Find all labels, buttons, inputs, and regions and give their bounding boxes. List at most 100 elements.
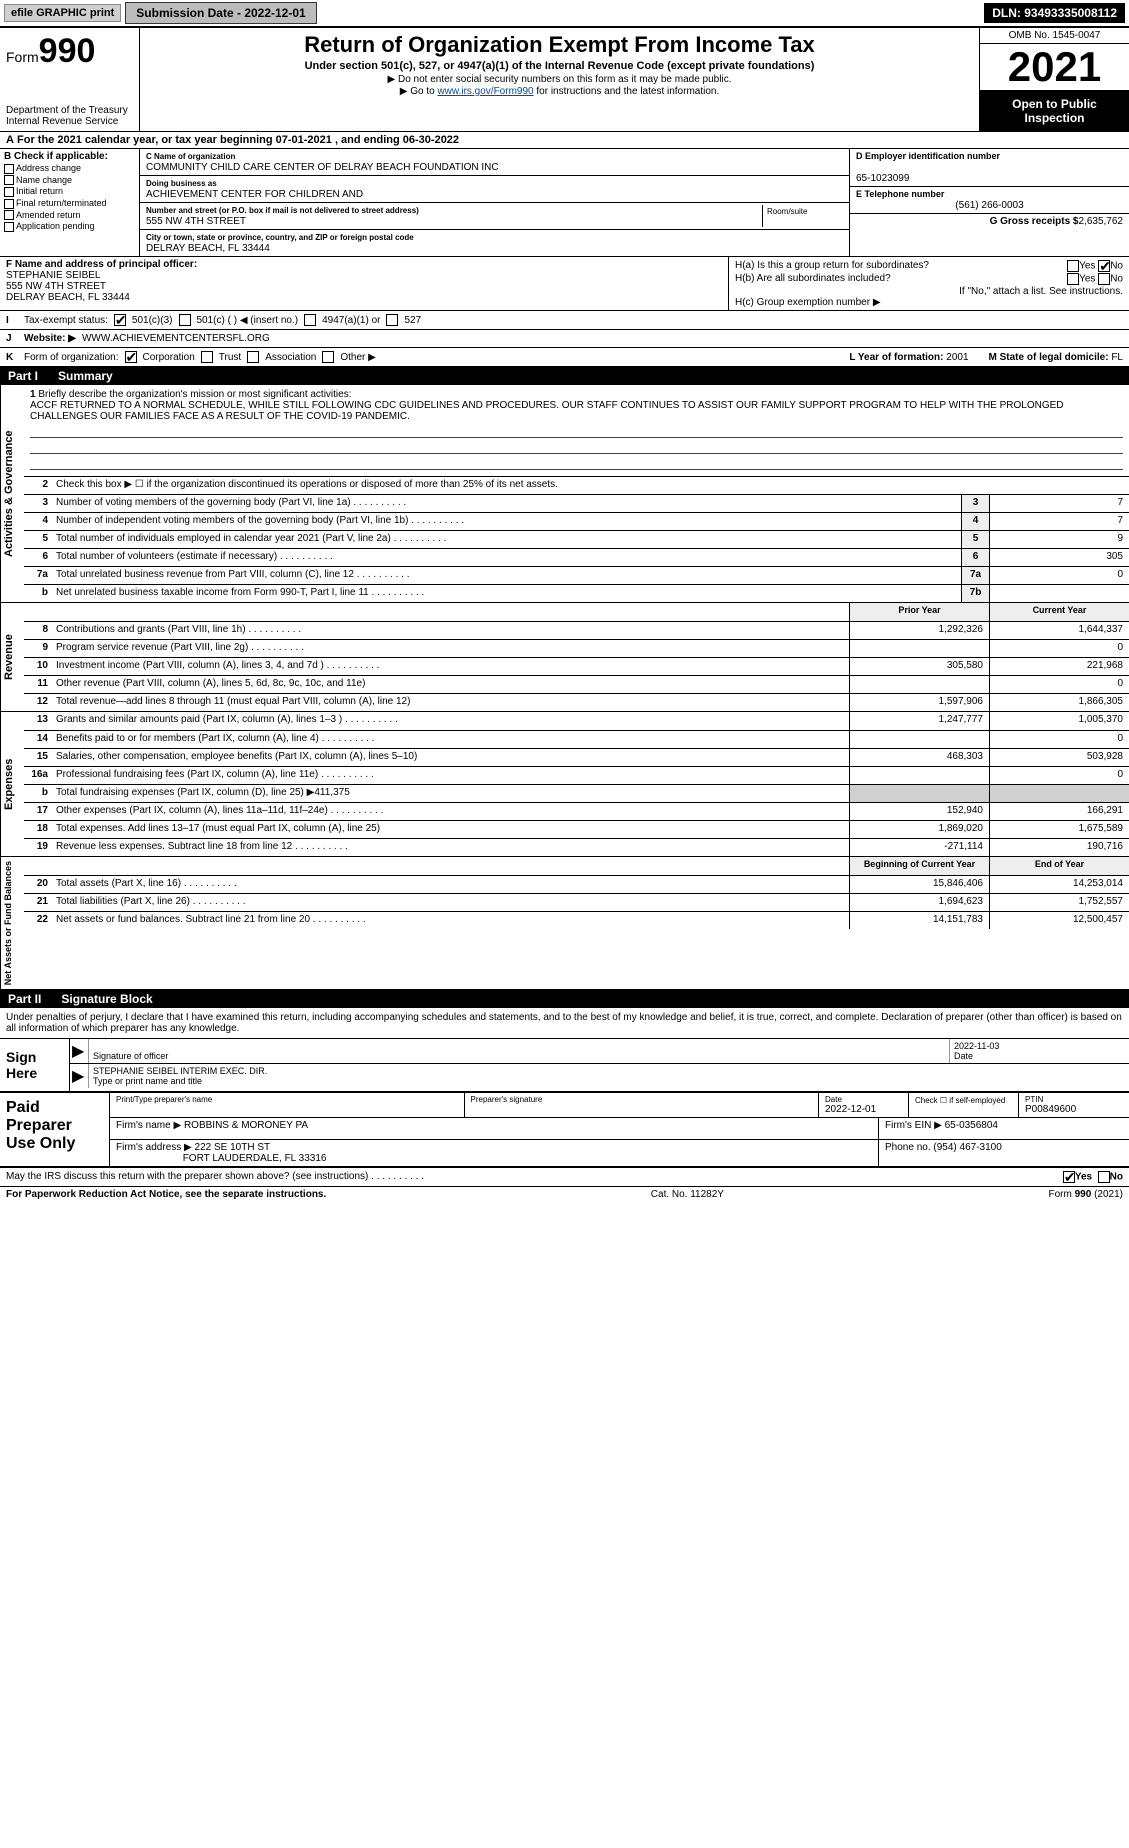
period-row: A For the 2021 calendar year, or tax yea… xyxy=(0,132,1129,149)
l13-cy: 1,005,370 xyxy=(989,712,1129,730)
box-f: F Name and address of principal officer:… xyxy=(0,257,729,310)
submission-date-button[interactable]: Submission Date - 2022-12-01 xyxy=(125,2,316,24)
footer: For Paperwork Reduction Act Notice, see … xyxy=(0,1187,1129,1202)
l3-val: 7 xyxy=(989,495,1129,512)
chk-amended[interactable]: Amended return xyxy=(4,210,135,221)
l6-text: Total number of volunteers (estimate if … xyxy=(52,549,961,566)
discuss-no: No xyxy=(1110,1172,1123,1183)
l8-text: Contributions and grants (Part VIII, lin… xyxy=(52,622,849,639)
prep-phone: (954) 467-3100 xyxy=(933,1142,1001,1153)
l21-text: Total liabilities (Part X, line 26) xyxy=(52,894,849,911)
gross-value: 2,635,762 xyxy=(1079,216,1124,227)
l16b-num: b xyxy=(24,785,52,802)
tax-status-label: Tax-exempt status: xyxy=(24,315,108,326)
current-year-hdr: Current Year xyxy=(989,603,1129,621)
box-c: C Name of organization COMMUNITY CHILD C… xyxy=(140,149,849,256)
no-lbl: No xyxy=(1110,274,1123,285)
ptin-val: P00849600 xyxy=(1025,1104,1076,1115)
chk-lbl: Name change xyxy=(16,175,72,185)
l19-num: 19 xyxy=(24,839,52,856)
l11-text: Other revenue (Part VIII, column (A), li… xyxy=(52,676,849,693)
addr-label: Number and street (or P.O. box if mail i… xyxy=(146,206,419,215)
l10-cy: 221,968 xyxy=(989,658,1129,675)
chk-address-change[interactable]: Address change xyxy=(4,163,135,174)
l5-text: Total number of individuals employed in … xyxy=(52,531,961,548)
vtab-governance: Activities & Governance xyxy=(0,385,24,602)
box-b: B Check if applicable: Address change Na… xyxy=(0,149,140,256)
discuss-no-checkbox[interactable] xyxy=(1098,1171,1110,1183)
expenses-section: Expenses 13Grants and similar amounts pa… xyxy=(0,712,1129,857)
hc-label: H(c) Group exemption number ▶ xyxy=(735,297,1123,308)
l9-py xyxy=(849,640,989,657)
hb-yes-checkbox[interactable] xyxy=(1067,273,1079,285)
l18-text: Total expenses. Add lines 13–17 (must eq… xyxy=(52,821,849,838)
box-h: H(a) Is this a group return for subordin… xyxy=(729,257,1129,310)
l5-num: 5 xyxy=(24,531,52,548)
l-label: L Year of formation: xyxy=(849,352,943,363)
firm-name-lbl: Firm's name ▶ xyxy=(116,1120,181,1131)
sig-lbl: Signature of officer xyxy=(93,1051,168,1061)
l16b-cy-gray xyxy=(989,785,1129,802)
l8-cy: 1,644,337 xyxy=(989,622,1129,639)
i-indicator: I xyxy=(6,315,18,326)
l15-cy: 503,928 xyxy=(989,749,1129,766)
l10-text: Investment income (Part VIII, column (A)… xyxy=(52,658,849,675)
form-title: Return of Organization Exempt From Incom… xyxy=(148,32,971,58)
discuss-question: May the IRS discuss this return with the… xyxy=(6,1171,368,1182)
ha-yes-checkbox[interactable] xyxy=(1067,260,1079,272)
city-label: City or town, state or province, country… xyxy=(146,233,414,242)
chk-lbl: Application pending xyxy=(16,221,95,231)
prior-year-hdr: Prior Year xyxy=(849,603,989,621)
part2-num: Part II xyxy=(8,992,41,1006)
form-number: Form990 xyxy=(6,32,133,71)
chk-trust[interactable] xyxy=(201,351,213,363)
m-value: FL xyxy=(1111,352,1123,363)
chk-final-return[interactable]: Final return/terminated xyxy=(4,198,135,209)
bcy-hdr: Beginning of Current Year xyxy=(849,857,989,875)
l18-cy: 1,675,589 xyxy=(989,821,1129,838)
l19-cy: 190,716 xyxy=(989,839,1129,856)
hb-no-checkbox[interactable] xyxy=(1098,273,1110,285)
chk-other[interactable] xyxy=(322,351,334,363)
l22-py: 14,151,783 xyxy=(849,912,989,929)
h-note: If "No," attach a list. See instructions… xyxy=(735,286,1123,297)
officer-addr1: 555 NW 4TH STREET xyxy=(6,281,106,292)
sig-date: 2022-11-03Date xyxy=(949,1039,1129,1063)
hb-label: H(b) Are all subordinates included? xyxy=(735,273,891,285)
addr-value: 555 NW 4TH STREET xyxy=(146,216,246,227)
chk-initial-return[interactable]: Initial return xyxy=(4,186,135,197)
chk-527[interactable] xyxy=(386,314,398,326)
mission-label: Briefly describe the organization's miss… xyxy=(38,389,351,400)
ha-no-checkbox[interactable] xyxy=(1098,260,1110,272)
irs-link[interactable]: www.irs.gov/Form990 xyxy=(437,86,533,97)
l20-py: 15,846,406 xyxy=(849,876,989,893)
prep-date-lbl: Date xyxy=(825,1095,902,1104)
officer-signature[interactable]: Signature of officer xyxy=(88,1039,949,1063)
l22-num: 22 xyxy=(24,912,52,929)
l20-num: 20 xyxy=(24,876,52,893)
chk-corp[interactable] xyxy=(125,351,137,363)
chk-501c3[interactable] xyxy=(114,314,126,326)
chk-lbl: Initial return xyxy=(16,186,63,196)
chk-app-pending[interactable]: Application pending xyxy=(4,221,135,232)
j-indicator: J xyxy=(6,333,18,344)
discuss-yes-checkbox[interactable] xyxy=(1063,1171,1075,1183)
prep-sig-lbl: Preparer's signature xyxy=(471,1095,813,1104)
form-header: Form990 Department of the Treasury Inter… xyxy=(0,28,1129,132)
l7b-num: b xyxy=(24,585,52,602)
chk-4947[interactable] xyxy=(304,314,316,326)
chk-assoc[interactable] xyxy=(247,351,259,363)
l12-text: Total revenue—add lines 8 through 11 (mu… xyxy=(52,694,849,711)
irs-label: Internal Revenue Service xyxy=(6,116,133,127)
box-d: D Employer identification number 65-1023… xyxy=(849,149,1129,256)
l18-num: 18 xyxy=(24,821,52,838)
officer-label: F Name and address of principal officer: xyxy=(6,259,197,270)
sig-date-lbl: Date xyxy=(954,1051,973,1061)
firm-ein-lbl: Firm's EIN ▶ xyxy=(885,1120,942,1131)
chk-name-change[interactable]: Name change xyxy=(4,175,135,186)
l15-text: Salaries, other compensation, employee b… xyxy=(52,749,849,766)
chk-501c[interactable] xyxy=(179,314,191,326)
l17-cy: 166,291 xyxy=(989,803,1129,820)
l6-num: 6 xyxy=(24,549,52,566)
dln-label: DLN: 93493335008112 xyxy=(984,3,1125,23)
